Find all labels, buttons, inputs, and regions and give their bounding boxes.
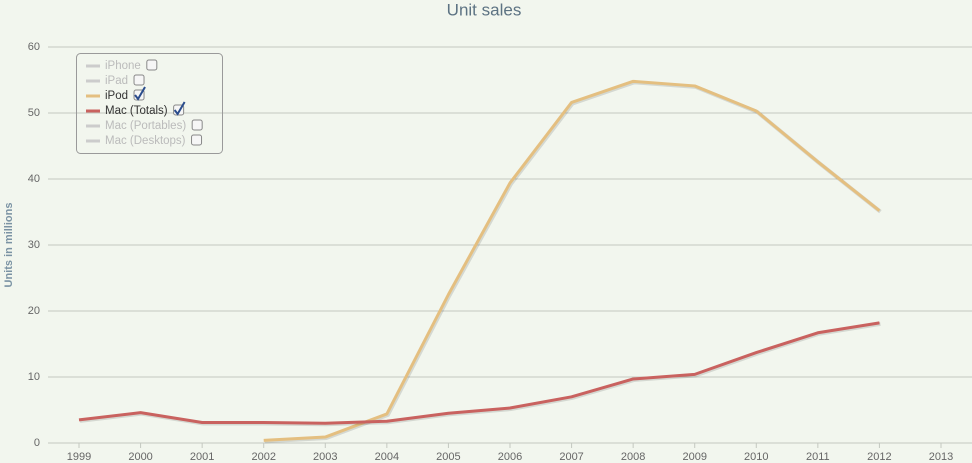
y-tick-label: 40 (28, 173, 40, 185)
y-tick-label: 60 (28, 41, 40, 53)
x-tick-label: 2009 (682, 451, 706, 463)
y-tick-label: 20 (28, 305, 40, 317)
x-tick-label: 2000 (128, 451, 152, 463)
legend-label: iPod (105, 90, 128, 102)
x-tick-label: 2010 (744, 451, 768, 463)
x-tick-label: 2008 (621, 451, 645, 463)
y-tick-label: 0 (34, 437, 40, 449)
legend-checkbox[interactable] (191, 119, 203, 131)
legend-box (76, 53, 223, 154)
x-tick-label: 2004 (375, 451, 399, 463)
legend-label: iPhone (105, 60, 141, 72)
legend-checkbox[interactable] (146, 59, 158, 71)
x-tick-label: 2011 (806, 451, 830, 463)
x-tick-label: 2012 (867, 451, 891, 463)
chart-title: Unit sales (447, 0, 522, 19)
series-line (78, 321, 880, 425)
x-tick-label: 2003 (313, 451, 337, 463)
legend-checkbox[interactable] (191, 134, 203, 146)
x-tick-label: 2013 (929, 451, 953, 463)
y-tick-label: 50 (28, 107, 40, 119)
legend-checkbox[interactable] (133, 74, 145, 86)
x-tick-label: 2006 (498, 451, 522, 463)
x-tick-label: 2007 (559, 451, 583, 463)
y-axis-label: Units in millions (3, 203, 15, 288)
y-tick-label: 10 (28, 371, 40, 383)
legend-label: iPad (105, 75, 128, 87)
x-tick-label: 2001 (190, 451, 214, 463)
y-tick-label: 30 (28, 239, 40, 251)
x-tick-label: 2005 (436, 451, 460, 463)
x-tick-label: 2002 (251, 451, 275, 463)
checkmark (173, 101, 186, 116)
x-tick-label: 1999 (67, 451, 91, 463)
checkmark (134, 86, 146, 101)
legend-label: Mac (Totals) (105, 105, 168, 117)
legend-label: Mac (Portables) (105, 120, 186, 132)
legend-label: Mac (Desktops) (105, 135, 186, 147)
